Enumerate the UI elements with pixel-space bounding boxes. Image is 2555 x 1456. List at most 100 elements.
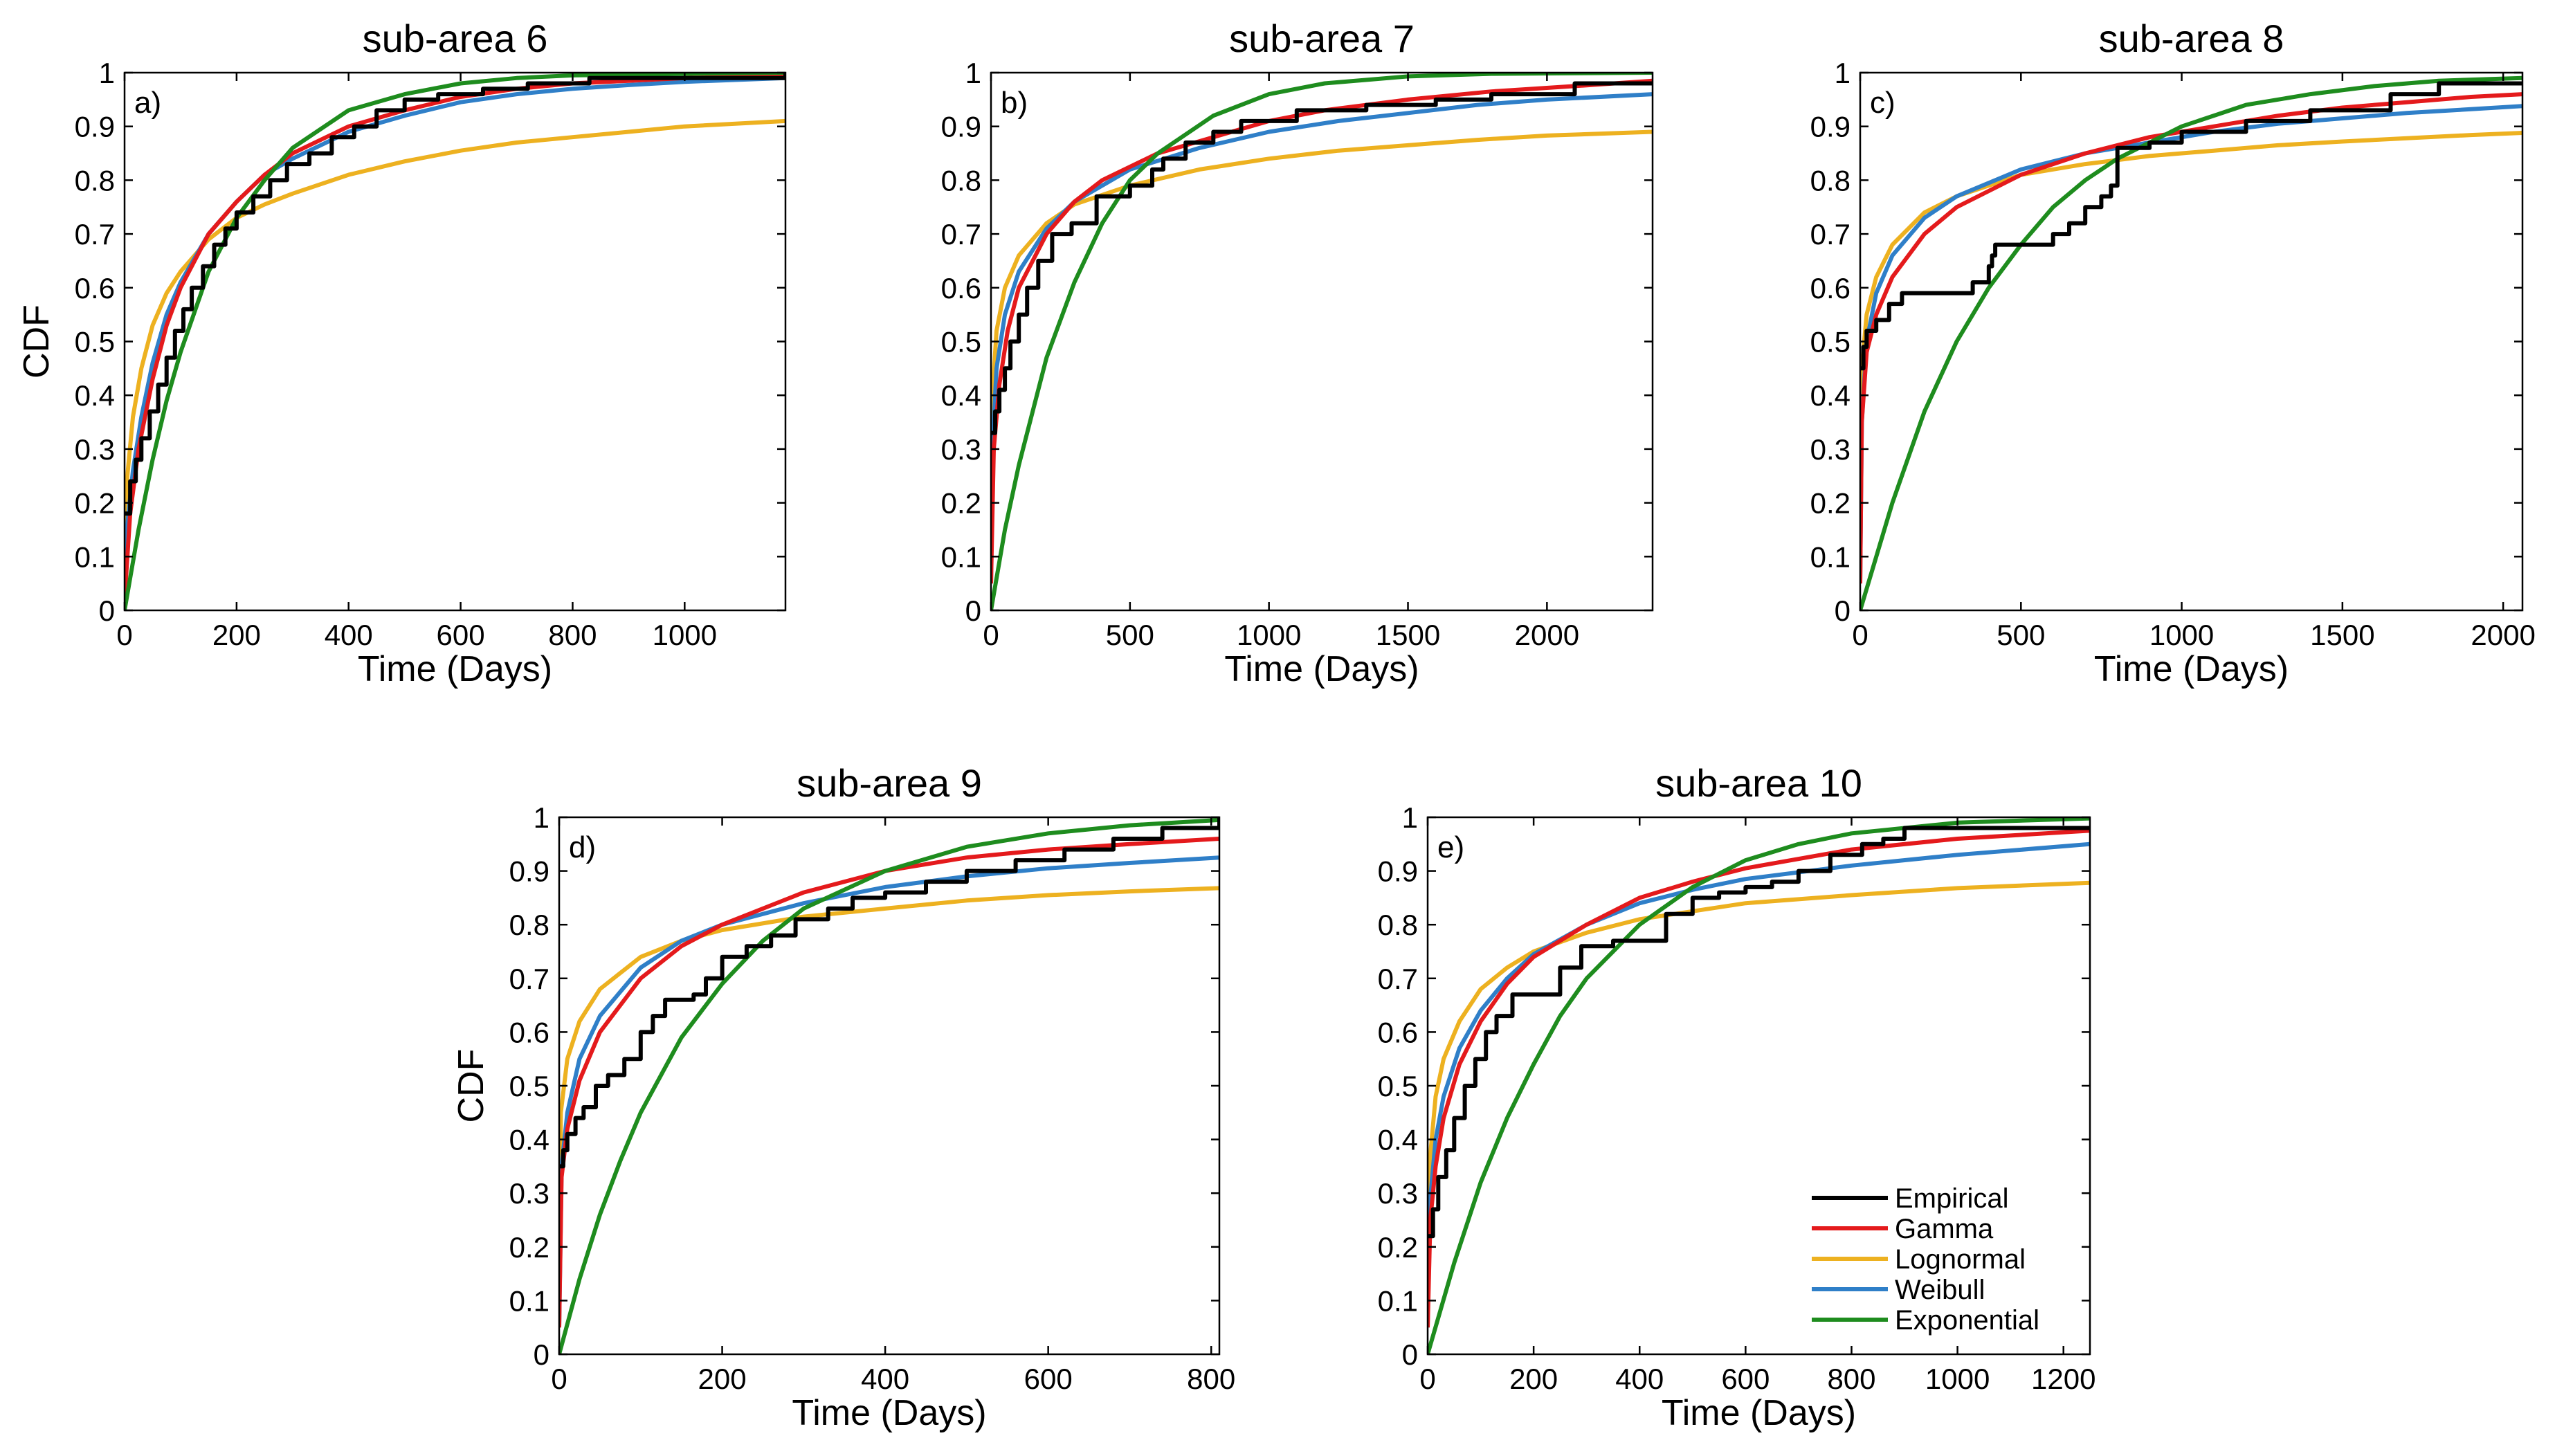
- y-tick-label: 0.1: [1810, 540, 1851, 573]
- chart-panel-2: sub-area 700.10.20.30.40.50.60.70.80.910…: [941, 17, 1654, 689]
- x-tick-label: 1000: [2149, 619, 2214, 651]
- series-group: [1428, 817, 2090, 1354]
- x-tick-label: 600: [1721, 1363, 1770, 1395]
- y-tick-label: 0.6: [509, 1016, 549, 1048]
- y-tick-label: 0.7: [1378, 963, 1418, 995]
- x-tick-label: 400: [1615, 1363, 1664, 1395]
- y-tick-label: 0.2: [941, 487, 981, 520]
- legend-label-empirical: Empirical: [1895, 1183, 2008, 1214]
- chart-title: sub-area 9: [797, 761, 982, 805]
- series-line-lognormal: [1428, 880, 2090, 1328]
- x-axis-label: Time (Days): [1662, 1393, 1856, 1433]
- chart-panel-5: sub-area 10 0 0.1 0.2 0.3 0.4 0.5 0.6 0.7 0.8 0.9 1…: [1378, 761, 2096, 1433]
- y-tick-label: 0.8: [75, 164, 115, 197]
- y-tick-label: 0: [965, 594, 981, 627]
- legend-label-lognormal: Lognormal: [1895, 1244, 2026, 1275]
- series-line-exponential: [1860, 75, 2522, 610]
- x-tick-label: 800: [1187, 1363, 1235, 1395]
- series-group: [1860, 75, 2522, 610]
- y-tick-label: 0.6: [1810, 272, 1851, 304]
- y-tick-label: 0.9: [509, 855, 549, 888]
- y-tick-label: 0.5: [1810, 326, 1851, 358]
- x-tick-label: 800: [548, 619, 597, 651]
- y-tick-label: 0.4: [75, 379, 115, 412]
- series-line-empirical: [1428, 826, 2090, 1239]
- series-line-gamma: [559, 837, 1219, 1328]
- y-tick-label: 0.8: [509, 909, 549, 941]
- x-tick-label: 2000: [1515, 619, 1579, 651]
- chart-panel-4: sub-area 9 0 0.1 0.2 0.3 0.4 0.5 0.6 0.7 0.8 0.9 1 0…: [451, 761, 1235, 1433]
- y-tick-label: 0: [534, 1338, 549, 1371]
- y-tick-label: 0.1: [509, 1284, 549, 1317]
- y-tick-label: 0.3: [509, 1177, 549, 1210]
- y-axis-label: CDF: [451, 1049, 491, 1123]
- y-tick-label: 0.4: [941, 379, 981, 412]
- series-line-gamma: [1860, 92, 2522, 584]
- y-tick-label: 0: [1402, 1338, 1418, 1371]
- series-line-empirical: [1860, 81, 2522, 371]
- panel-tag: a): [134, 86, 161, 120]
- x-tick-label: 200: [698, 1363, 747, 1395]
- x-tick-label: 200: [1509, 1363, 1558, 1395]
- y-tick-label: 0.7: [1810, 218, 1851, 251]
- y-tick-label: 0.9: [75, 111, 115, 143]
- chart-panel-1: sub-area 600.10.20.30.40.50.60.70.80.910…: [17, 17, 787, 689]
- y-tick-label: 0.5: [509, 1070, 549, 1102]
- series-line-weibull: [125, 75, 785, 600]
- x-tick-label: 1200: [2031, 1363, 2095, 1395]
- y-tick-label: 0.2: [509, 1231, 549, 1264]
- x-tick-label: 1500: [2310, 619, 2374, 651]
- x-tick-label: 500: [1997, 619, 2045, 651]
- x-tick-label: 800: [1827, 1363, 1875, 1395]
- axes-box: [558, 816, 1221, 1356]
- y-tick-label: 0: [1835, 594, 1851, 627]
- y-tick-label: 1: [534, 801, 549, 834]
- x-tick-label: 0: [1419, 1363, 1435, 1395]
- y-tick-label: 0.6: [75, 272, 115, 304]
- x-tick-label: 2000: [2471, 619, 2535, 651]
- x-axis-label: Time (Days): [2094, 649, 2289, 689]
- chart-title: sub-area 10: [1655, 761, 1862, 805]
- y-tick-label: 0.7: [509, 963, 549, 995]
- series-line-lognormal: [125, 118, 785, 600]
- legend-label-exponential: Exponential: [1895, 1305, 2039, 1336]
- y-tick-label: 0.7: [941, 218, 981, 251]
- x-tick-label: 500: [1106, 619, 1154, 651]
- y-tick-label: 0.6: [1378, 1016, 1418, 1048]
- y-tick-label: 0.9: [1378, 855, 1418, 888]
- x-tick-label: 1500: [1376, 619, 1440, 651]
- series-line-exponential: [991, 73, 1653, 610]
- legend: EmpiricalGammaLognormalWeibullExponentia…: [1812, 1183, 2039, 1336]
- panel-tag: c): [1870, 86, 1895, 120]
- chart-title: sub-area 7: [1229, 17, 1415, 60]
- y-tick-label: 0.5: [941, 326, 981, 358]
- x-tick-label: 0: [1852, 619, 1868, 651]
- y-tick-label: 0.5: [75, 326, 115, 358]
- series-group: [125, 73, 785, 610]
- y-tick-label: 0.8: [1810, 164, 1851, 197]
- chart-title: sub-area 6: [363, 17, 548, 60]
- y-tick-label: 0: [99, 594, 115, 627]
- series-line-gamma: [991, 78, 1653, 584]
- y-axis-label: CDF: [17, 304, 57, 379]
- panel-tag: d): [569, 830, 596, 864]
- y-tick-label: 0.3: [1810, 433, 1851, 466]
- series-line-exponential: [559, 817, 1219, 1354]
- y-tick-label: 0.3: [941, 433, 981, 466]
- x-tick-label: 600: [1024, 1363, 1073, 1395]
- x-axis-label: Time (Days): [1224, 649, 1419, 689]
- y-tick-label: 0.5: [1378, 1070, 1418, 1102]
- x-tick-label: 1000: [1237, 619, 1301, 651]
- series-line-gamma: [125, 73, 785, 600]
- y-tick-label: 0.8: [1378, 909, 1418, 941]
- y-tick-label: 0.8: [941, 164, 981, 197]
- y-tick-label: 1: [1835, 57, 1851, 89]
- x-tick-label: 400: [325, 619, 373, 651]
- y-tick-label: 0.6: [941, 272, 981, 304]
- y-tick-label: 0.3: [75, 433, 115, 466]
- x-tick-label: 0: [116, 619, 132, 651]
- series-group: [991, 73, 1653, 610]
- series-line-lognormal: [1860, 131, 2522, 584]
- legend-label-weibull: Weibull: [1895, 1275, 1985, 1305]
- legend-label-gamma: Gamma: [1895, 1214, 1994, 1244]
